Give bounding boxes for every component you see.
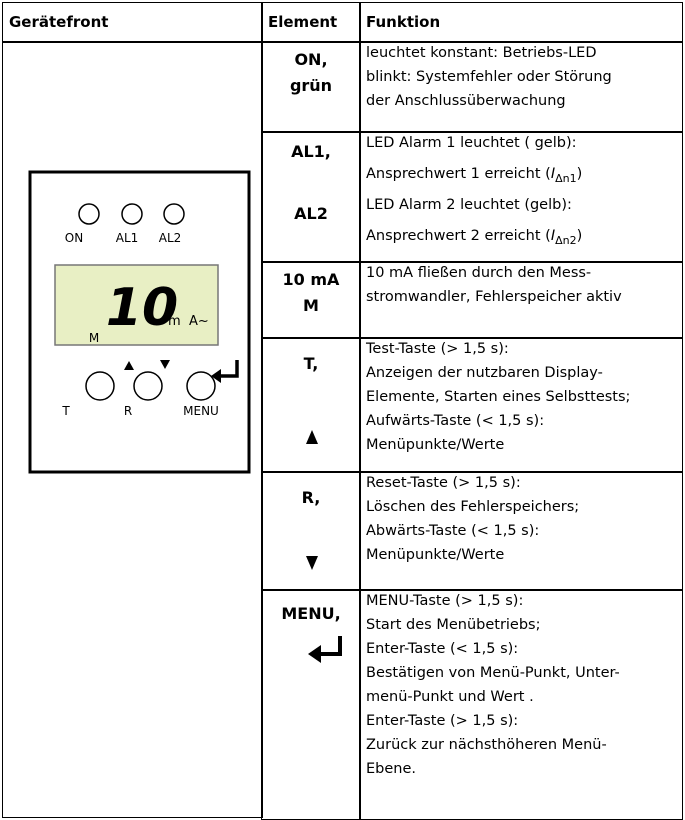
function-text: Ansprechwert 1 erreicht (: [366, 166, 551, 182]
symbol: I: [550, 166, 556, 182]
button: [85, 371, 115, 401]
function-line: Enter-Taste (< 1,5 s):: [366, 641, 519, 657]
lcd: [54, 264, 219, 346]
up-icon: [306, 430, 318, 444]
subscript: Δn1: [555, 171, 577, 185]
led-label: AL2: [159, 231, 182, 245]
led: [163, 203, 185, 225]
button: [133, 371, 163, 401]
led-label: AL1: [116, 231, 139, 245]
function-line: menü-Punkt und Wert .: [366, 689, 534, 705]
led: [121, 203, 143, 225]
function-line: Aufwärts-Taste (< 1,5 s):: [366, 413, 545, 429]
function-line: Anzeigen der nutzbaren Display-: [366, 365, 603, 381]
function-line: Elemente, Starten eines Selbsttests;: [366, 389, 631, 405]
function-cell: 10 mA fließen durch den Mess-stromwandle…: [359, 261, 683, 339]
function-cell: MENU-Taste (> 1,5 s): Start des Menübetri…: [359, 589, 683, 820]
lcd-value: 10: [106, 278, 178, 338]
function-line: Löschen des Fehlerspeichers;: [366, 499, 580, 515]
function-text: Ansprechwert 2 erreicht (: [366, 228, 551, 244]
device-frame: [28, 170, 251, 474]
element-text: M: [303, 296, 319, 315]
function-cell: leuchtet konstant: Betriebs-LED blinkt: S…: [359, 41, 683, 133]
lcd-unit: A~: [189, 314, 209, 329]
enter-icon: [211, 369, 221, 383]
function-line: leuchtet konstant: Betriebs-LED: [366, 45, 597, 61]
header-cell: Funktion: [359, 2, 683, 43]
function-line: Test-Taste (> 1,5 s):: [366, 341, 509, 357]
function-line: Ansprechwert 1 erreicht (IΔn1): [366, 166, 582, 185]
down-icon: [306, 556, 318, 570]
led: [78, 203, 100, 225]
lcd-prefix: m: [168, 314, 181, 329]
function-line: Zurück zur nächsthöheren Menü-: [366, 737, 607, 753]
element-cell: 10 mA M: [261, 261, 361, 339]
element-text: AL2: [294, 204, 328, 223]
function-line: 10 mA fließen durch den Mess-: [366, 265, 592, 281]
element-cell: T,: [261, 337, 361, 473]
led-label: ON: [65, 231, 83, 245]
element-cell: AL1, AL2: [261, 131, 361, 263]
button-label: MENU: [183, 404, 219, 418]
function-line: Ebene.: [366, 761, 417, 777]
element-cell: ON, grün: [261, 41, 361, 133]
button-label: T: [61, 404, 70, 418]
symbol: I: [550, 228, 556, 244]
device-cell: ON AL1 AL2 10 m A~ M T R MENU: [2, 41, 263, 818]
function-line: Abwärts-Taste (< 1,5 s):: [366, 523, 540, 539]
element-text: R,: [301, 488, 321, 507]
header-cell: Gerätefront: [2, 2, 263, 43]
element-text: AL1,: [291, 142, 331, 161]
function-line: blinkt: Systemfehler oder Störung: [366, 69, 612, 85]
function-line: der Anschlussüberwachung: [366, 93, 566, 109]
button-label: R: [124, 404, 132, 418]
device: ON AL1 AL2 10 m A~ M T R MENU: [28, 170, 251, 474]
function-line: LED Alarm 1 leuchtet ( gelb):: [366, 135, 577, 151]
function-line: Menüpunkte/Werte: [366, 547, 505, 563]
function-cell: Reset-Taste (> 1,5 s): Löschen des Fehler…: [359, 471, 683, 591]
element-text: 10 mA: [282, 270, 340, 289]
function-line: Menüpunkte/Werte: [366, 437, 505, 453]
enter-icon: [308, 636, 342, 663]
function-cell: Test-Taste (> 1,5 s): Anzeigen der nutzba…: [359, 337, 683, 473]
enter-icon: [219, 360, 239, 378]
function-line: LED Alarm 2 leuchtet (gelb):: [366, 197, 572, 213]
function-line: Bestätigen von Menü-Punkt, Unter-: [366, 665, 620, 681]
function-text: ): [576, 228, 583, 244]
function-line: Enter-Taste (> 1,5 s):: [366, 713, 519, 729]
element-text: T,: [303, 354, 319, 373]
element-cell: R,: [261, 471, 361, 591]
subscript: Δn2: [555, 233, 577, 247]
element-text: ON,: [294, 50, 328, 69]
function-line: MENU-Taste (> 1,5 s):: [366, 593, 524, 609]
function-cell: LED Alarm 1 leuchtet ( gelb): Ansprechwer…: [359, 131, 683, 263]
up-icon: [124, 361, 134, 370]
element-text: grün: [289, 76, 333, 95]
header-cell: Element: [261, 2, 361, 43]
lcd-mode: M: [89, 331, 99, 345]
element-cell: MENU,: [261, 589, 361, 820]
element-text: MENU,: [281, 604, 341, 623]
down-icon: [160, 360, 170, 369]
function-line: Start des Menübetriebs;: [366, 617, 541, 633]
function-line: Ansprechwert 2 erreicht (IΔn2): [366, 228, 582, 247]
function-line: stromwandler, Fehlerspeicher aktiv: [366, 289, 622, 305]
button: [186, 371, 216, 401]
function-text: ): [576, 166, 583, 182]
function-line: Reset-Taste (> 1,5 s):: [366, 475, 521, 491]
